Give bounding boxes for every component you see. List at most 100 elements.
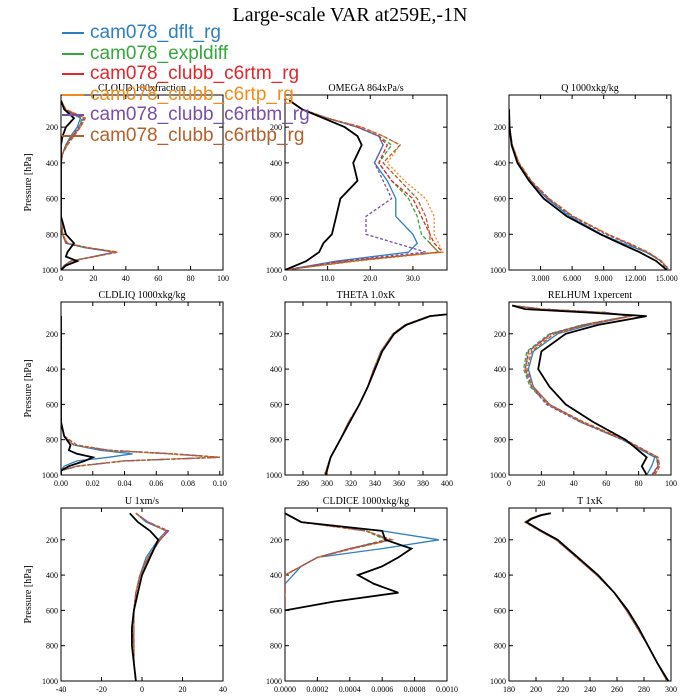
y-tick-label: 600 [270, 606, 282, 615]
obs-line [129, 512, 160, 681]
x-tick-label: 280 [638, 685, 650, 694]
legend-label: cam078_clubb_c6rtbm_rg [90, 104, 310, 126]
y-tick-label: 200 [270, 330, 282, 339]
plot-frame [508, 301, 672, 476]
x-tick-label: 0.10 [213, 479, 227, 488]
x-tick-label: 0.00 [54, 479, 68, 488]
panel-title: CLDICE 1000xkg/kg [323, 496, 409, 507]
legend-label: cam078_clubb_c6rtbp_rg [90, 124, 305, 146]
y-axis-label: Pressure [hPa] [23, 359, 34, 417]
y-tick-label: 200 [46, 330, 58, 339]
obs-line [61, 100, 80, 270]
obs-line [524, 512, 670, 681]
series-line-4 [61, 100, 117, 270]
panel-title: THETA 1.0xK [337, 290, 396, 301]
legend-item: cam078_clubb_c6rtbp_rg [62, 124, 310, 147]
x-tick-label: 400 [441, 479, 453, 488]
legend-label: cam078_clubb_c6rtm_rg [90, 63, 300, 85]
x-tick-label: 220 [557, 685, 569, 694]
series-line-3 [285, 99, 445, 270]
x-tick-label: 0.04 [118, 479, 132, 488]
x-tick-label: 0.08 [181, 479, 195, 488]
x-tick-label: 100 [217, 274, 229, 283]
y-tick-label: 800 [46, 230, 58, 239]
y-tick-label: 1000 [266, 266, 282, 275]
panel-title: CLOUD 100xfraction [98, 83, 186, 94]
y-tick-label: 600 [494, 195, 506, 204]
y-tick-label: 600 [46, 400, 58, 409]
y-tick-label: 1000 [42, 471, 58, 480]
series-line-6 [285, 512, 395, 611]
y-tick-label: 200 [494, 536, 506, 545]
series-line-2 [523, 512, 668, 681]
x-tick-label: 10.0 [321, 274, 335, 283]
y-tick-label: 800 [494, 230, 506, 239]
obs-line [285, 99, 363, 270]
x-tick-label: 60 [602, 479, 610, 488]
x-tick-label: -20 [96, 685, 107, 694]
x-tick-label: 0 [140, 685, 144, 694]
x-tick-label: 20 [537, 479, 545, 488]
figure-title: Large-scale VAR at259E,-1N [232, 4, 468, 26]
series-line-2 [323, 313, 445, 475]
series-line-1 [323, 313, 445, 475]
plot-frame [60, 507, 224, 682]
x-tick-label: 0.0000 [274, 685, 296, 694]
x-tick-label: 0.0002 [306, 685, 328, 694]
y-tick-label: 200 [270, 123, 282, 132]
legend-item: cam078_expldiff [62, 42, 310, 65]
series-line-5 [285, 99, 426, 270]
plot-frame [284, 94, 448, 271]
y-axis-label: Pressure [hPa] [23, 153, 34, 211]
legend-label: cam078_expldiff [90, 42, 229, 64]
x-tick-label: 180 [503, 685, 515, 694]
legend-item: cam078_clubb_c6rtbm_rg [62, 104, 310, 126]
y-tick-label: 800 [270, 230, 282, 239]
y-tick-label: 800 [494, 436, 506, 445]
x-tick-label: 6.000 [563, 274, 581, 283]
y-tick-label: 200 [46, 536, 58, 545]
y-tick-label: 600 [46, 195, 58, 204]
series-line-2 [61, 316, 220, 475]
x-tick-label: 80 [635, 479, 643, 488]
plot-frame [284, 507, 448, 682]
obs-line [61, 316, 96, 475]
y-tick-label: 400 [494, 365, 506, 374]
panel-title: U 1xm/s [125, 496, 159, 507]
legend-item: cam078_clubb_c6rtm_rg [62, 63, 310, 85]
x-tick-label: 200 [530, 685, 542, 694]
x-tick-label: 0 [507, 479, 511, 488]
panel-title: RELHUM 1xpercent [548, 290, 632, 301]
y-tick-label: 400 [46, 571, 58, 580]
panel-title: T 1xK [577, 496, 603, 507]
x-tick-label: 380 [417, 479, 429, 488]
y-tick-label: 1000 [490, 677, 506, 686]
x-tick-label: 15.000 [656, 274, 678, 283]
y-tick-label: 800 [46, 642, 58, 651]
x-tick-label: 0.06 [149, 479, 163, 488]
y-tick-label: 400 [270, 159, 282, 168]
legend-swatch [62, 114, 84, 117]
y-tick-label: 1000 [266, 471, 282, 480]
x-tick-label: 320 [345, 479, 357, 488]
x-tick-label: 0.0010 [436, 685, 458, 694]
panel-title: Q 1000xkg/kg [561, 83, 619, 94]
series-line-2 [509, 109, 669, 270]
series-line-2 [512, 304, 659, 475]
y-tick-label: 400 [270, 365, 282, 374]
y-tick-label: 200 [270, 536, 282, 545]
series-line-6 [285, 99, 440, 270]
x-tick-label: 40 [219, 685, 227, 694]
series-line-6 [323, 313, 445, 475]
series-line-1 [512, 304, 656, 475]
series-line-4 [133, 512, 168, 681]
x-tick-label: 20 [179, 685, 187, 694]
legend-swatch [62, 93, 84, 96]
x-tick-label: 0.0008 [404, 685, 426, 694]
y-tick-label: 1000 [266, 677, 282, 686]
